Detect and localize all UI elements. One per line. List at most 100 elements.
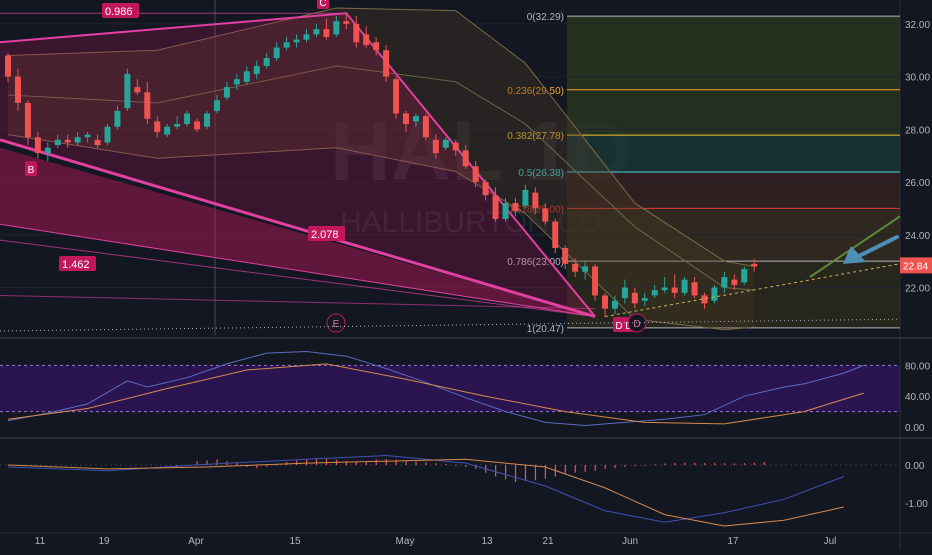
candle-body — [751, 263, 758, 267]
fib-level-label: 0.236(29.50) — [507, 86, 564, 97]
candle-body — [532, 192, 539, 209]
macd-histogram-bar — [564, 465, 566, 475]
candle-body — [323, 29, 330, 38]
macd-histogram-bar — [594, 465, 596, 471]
bollinger-upper — [7, 7, 755, 267]
pattern-point-label-text: B — [28, 165, 35, 176]
candle-body — [522, 189, 529, 206]
price-axis-label: 30.00 — [905, 73, 930, 84]
arrow-annotation — [843, 235, 899, 264]
candle-body — [104, 126, 111, 143]
macd-histogram-bar — [375, 459, 377, 466]
bollinger-lower — [7, 134, 755, 331]
candle-body — [243, 71, 250, 82]
macd-histogram-bar — [445, 463, 447, 466]
macd-histogram-bar — [644, 465, 646, 467]
macd-histogram-bar — [306, 459, 308, 466]
candle-body — [452, 142, 459, 151]
candle-body — [482, 182, 489, 196]
macd-histogram-bar — [385, 458, 387, 466]
macd-histogram-bar — [684, 462, 686, 466]
macd-line — [7, 454, 844, 523]
candle-body — [383, 50, 390, 77]
candle-body — [731, 279, 738, 285]
pattern-triangle-lower — [0, 147, 596, 317]
candle-body — [631, 292, 638, 304]
pattern-point-label-bg — [613, 317, 625, 332]
candle-body — [492, 195, 499, 219]
candle-body — [353, 23, 360, 43]
candle-body — [621, 287, 628, 299]
candle-body — [442, 139, 449, 148]
pattern-point-label-text: E — [333, 319, 340, 330]
candle-body — [641, 298, 648, 301]
macd-histogram-bar — [465, 465, 467, 467]
time-axis-label: Jul — [824, 536, 837, 547]
candle-body — [422, 116, 429, 138]
candle-body — [253, 66, 260, 74]
macd-histogram-bar — [435, 463, 437, 466]
candle-body — [54, 139, 61, 146]
candle-body — [681, 279, 688, 293]
pattern-point-label-bg — [317, 0, 329, 9]
macd-histogram-bar — [296, 460, 298, 466]
macd-histogram-bar — [256, 465, 258, 469]
pattern-point-label-bg — [25, 161, 37, 176]
macd-histogram-bar — [315, 458, 318, 466]
candle-body — [134, 87, 141, 93]
candle-body — [204, 113, 210, 127]
arrow-shaft — [855, 235, 899, 259]
time-axis-label: Jun — [622, 536, 638, 547]
macd-histogram-bar — [713, 463, 716, 466]
candle-body — [64, 139, 71, 143]
time-axis-label: 15 — [289, 536, 301, 547]
macd-histogram-bar — [544, 465, 546, 479]
candle-body — [263, 58, 270, 67]
macd-histogram-bar — [733, 463, 736, 466]
bollinger-basis — [7, 65, 755, 291]
macd-histogram-bar — [216, 459, 218, 466]
price-axis-label: 28.00 — [905, 125, 930, 136]
pattern-point-label-bg — [326, 313, 346, 333]
candle-body — [611, 300, 618, 309]
price-axis-label: 32.00 — [905, 20, 930, 31]
candle-body — [512, 203, 519, 212]
candle-body — [462, 150, 469, 167]
candle-body — [114, 110, 121, 127]
fib-zone — [567, 172, 900, 209]
macd-histogram-bar — [415, 461, 417, 466]
candle-body — [84, 134, 91, 138]
macd-histogram-bar — [614, 465, 616, 469]
time-axis-label: 13 — [481, 536, 493, 547]
fib-zone — [567, 135, 900, 173]
macd-histogram-bar — [694, 462, 696, 466]
pattern-point-label-text: D — [615, 321, 622, 332]
last-price-badge-bg — [900, 257, 932, 274]
pattern-point-label: C — [317, 0, 329, 9]
candle-body — [24, 102, 31, 138]
last-price-badge: 22.84 — [903, 261, 928, 272]
candle-body — [711, 287, 718, 301]
pattern-ratio-label-text: 2.078 — [311, 229, 339, 241]
macd-histogram-bar — [584, 465, 586, 472]
time-axis-label: 19 — [98, 536, 110, 547]
candle-body — [472, 166, 479, 183]
macd-axis-label: 0.00 — [905, 461, 925, 472]
macd-histogram-bar — [206, 460, 208, 466]
candle-body — [273, 47, 280, 59]
macd-histogram-bar — [355, 462, 357, 466]
macd-histogram-bar — [664, 463, 666, 466]
macd-histogram-bar — [495, 465, 497, 477]
candle-body — [671, 287, 678, 293]
trend-line-extension — [809, 215, 901, 278]
rsi-signal-line — [7, 363, 864, 425]
candle-body — [562, 247, 569, 264]
pattern-leg — [0, 138, 596, 318]
pattern-point-label: D — [613, 317, 625, 332]
macd-histogram-bar — [475, 465, 477, 469]
candle-body — [403, 113, 409, 125]
candle-body — [184, 113, 191, 125]
macd-histogram-bar — [325, 458, 328, 466]
candle-body — [412, 116, 419, 122]
